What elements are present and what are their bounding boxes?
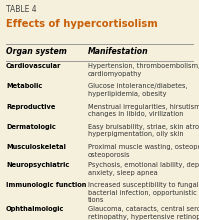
Text: Manifestation: Manifestation bbox=[88, 47, 148, 56]
Text: Increased susceptibility to fungal and
bacterial infection, opportunistic infec-: Increased susceptibility to fungal and b… bbox=[88, 182, 199, 203]
Text: Reproductive: Reproductive bbox=[6, 104, 55, 110]
Text: Ophthalmologic: Ophthalmologic bbox=[6, 206, 64, 212]
Text: Easy bruisability, striae, skin atrophy,
hyperpigmentation, oily skin: Easy bruisability, striae, skin atrophy,… bbox=[88, 124, 199, 137]
Text: Effects of hypercortisolism: Effects of hypercortisolism bbox=[6, 19, 158, 29]
Text: Psychosis, emotional lability, depression,
anxiety, sleep apnea: Psychosis, emotional lability, depressio… bbox=[88, 162, 199, 176]
Text: Glucose intolerance/diabetes,
hyperlipidemia, obesity: Glucose intolerance/diabetes, hyperlipid… bbox=[88, 83, 187, 97]
Text: Musculoskeletal: Musculoskeletal bbox=[6, 144, 66, 150]
Text: Organ system: Organ system bbox=[6, 47, 67, 56]
Text: TABLE 4: TABLE 4 bbox=[6, 6, 37, 15]
Text: Cardiovascular: Cardiovascular bbox=[6, 63, 61, 69]
Text: Hypertension, thromboembolism,
cardiomyopathy: Hypertension, thromboembolism, cardiomyo… bbox=[88, 63, 199, 77]
Text: Immunologic function: Immunologic function bbox=[6, 182, 86, 188]
Text: Proximal muscle wasting, osteopenia/
osteoporosis: Proximal muscle wasting, osteopenia/ ost… bbox=[88, 144, 199, 158]
Text: Metabolic: Metabolic bbox=[6, 83, 42, 89]
Text: Dermatologic: Dermatologic bbox=[6, 124, 56, 130]
Text: Neuropsychiatric: Neuropsychiatric bbox=[6, 162, 69, 168]
Text: Menstrual irregularities, hirsutism,
changes in libido, virilization: Menstrual irregularities, hirsutism, cha… bbox=[88, 104, 199, 117]
Text: Glaucoma, cataracts, central serous chorio-
retinopathy, hypertensive retinopath: Glaucoma, cataracts, central serous chor… bbox=[88, 206, 199, 220]
